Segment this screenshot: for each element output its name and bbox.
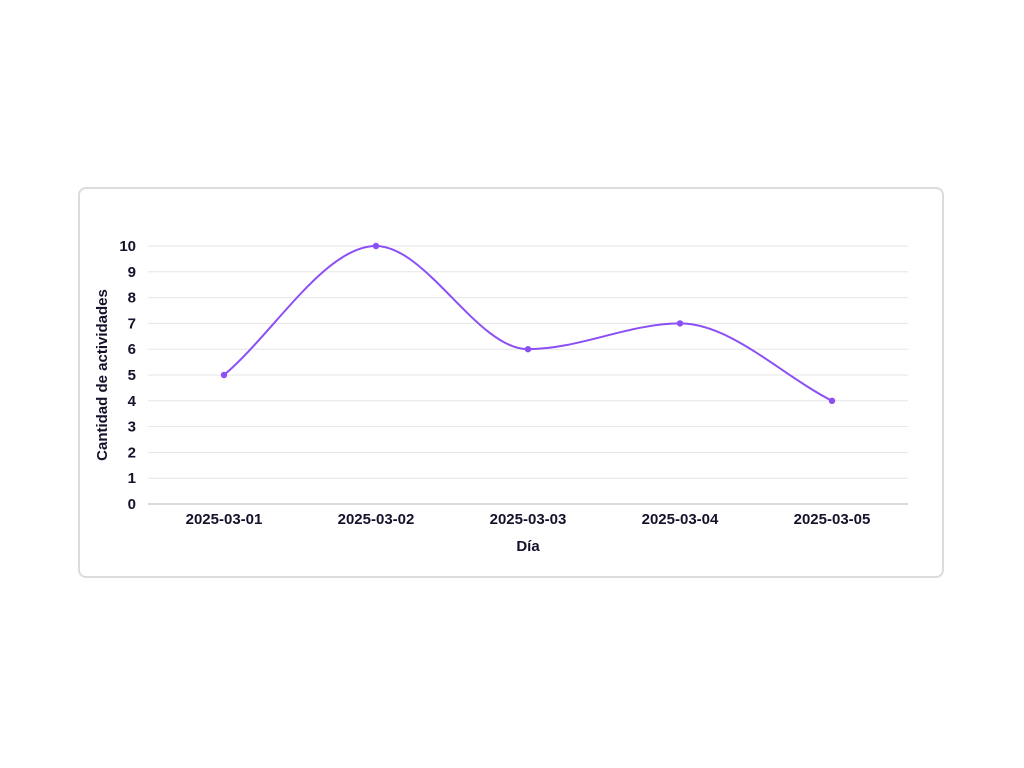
x-tick-label: 2025-03-02 bbox=[338, 511, 415, 528]
y-tick-label: 0 bbox=[128, 496, 136, 513]
y-tick-label: 2 bbox=[128, 444, 136, 461]
y-axis-ticks: 0 1 2 3 4 5 6 7 8 9 10 bbox=[119, 238, 136, 513]
x-axis-title: Día bbox=[516, 538, 540, 555]
data-point[interactable] bbox=[524, 346, 532, 353]
y-tick-label: 5 bbox=[128, 367, 136, 384]
data-point[interactable] bbox=[676, 320, 684, 327]
x-tick-label: 2025-03-05 bbox=[794, 511, 871, 528]
grid-lines bbox=[148, 245, 908, 505]
y-tick-label: 4 bbox=[128, 393, 137, 410]
data-point[interactable] bbox=[828, 397, 836, 404]
data-point[interactable] bbox=[220, 371, 228, 379]
y-tick-label: 6 bbox=[128, 341, 136, 358]
series-line bbox=[223, 245, 833, 402]
y-tick-label: 7 bbox=[128, 315, 136, 332]
y-tick-label: 1 bbox=[128, 470, 136, 487]
x-tick-label: 2025-03-04 bbox=[642, 511, 719, 528]
y-tick-label: 10 bbox=[119, 238, 136, 255]
x-tick-label: 2025-03-03 bbox=[490, 511, 567, 528]
x-axis-ticks: 2025-03-01 2025-03-02 2025-03-03 2025-03-04… bbox=[186, 511, 871, 528]
y-axis-title: Cantidad de actividades bbox=[94, 289, 111, 461]
x-tick-label: 2025-03-01 bbox=[186, 511, 263, 528]
data-point[interactable] bbox=[372, 242, 380, 250]
data-points bbox=[220, 242, 836, 404]
y-tick-label: 9 bbox=[128, 264, 136, 281]
y-tick-label: 3 bbox=[128, 419, 136, 436]
y-tick-label: 8 bbox=[128, 290, 136, 307]
